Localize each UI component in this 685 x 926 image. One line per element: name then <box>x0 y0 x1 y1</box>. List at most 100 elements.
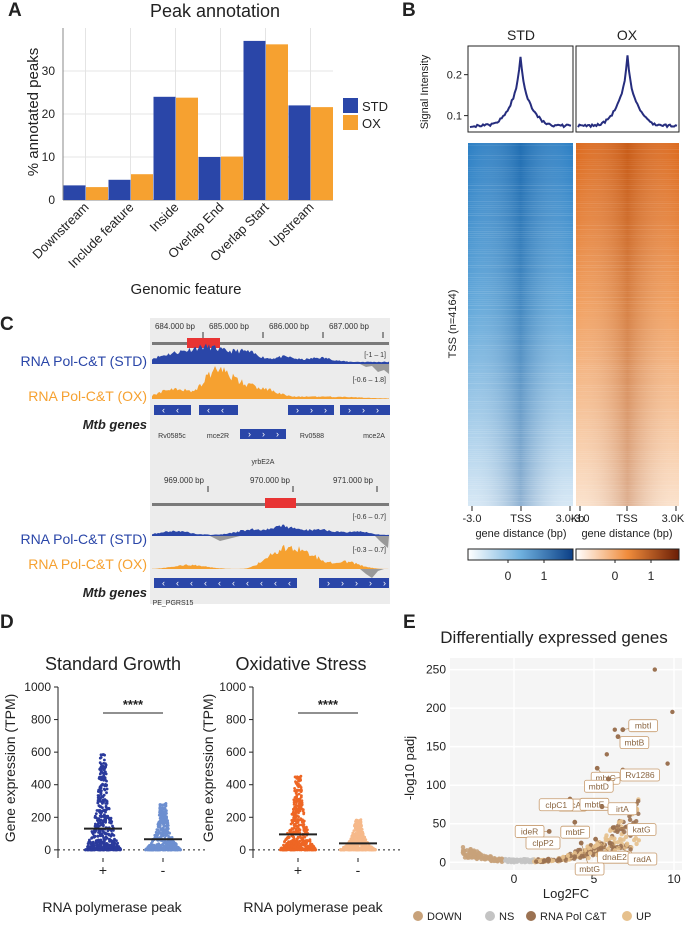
point-d <box>295 829 299 833</box>
heat-std-row <box>468 199 573 200</box>
point-d <box>292 800 296 804</box>
heat-std-row <box>468 305 573 306</box>
profile-ox-line <box>577 55 678 129</box>
region2-coord-0: 969.000 bp <box>164 476 205 485</box>
point-d <box>354 839 358 842</box>
label-box-Rv1286 <box>619 768 660 782</box>
heat-ox-row <box>576 469 679 470</box>
gene-pe-pgrs15-a-arrow: ‹ <box>190 578 193 588</box>
heatmap-ylabel: TSS (n=4164) <box>447 290 459 359</box>
gene-pe-pgrs15-b-arrow: › <box>369 578 372 588</box>
point-d <box>105 787 109 791</box>
region2-gene-models: ‹ ‹ ‹ ‹ ‹ ‹ ‹ ‹ ‹ ‹ › › › › › <box>154 578 389 588</box>
heat-ox-row <box>576 259 679 260</box>
heat-std-row <box>468 463 573 464</box>
heat-ox-row <box>576 357 679 358</box>
heat-ox-row <box>576 305 679 306</box>
gene-pe-pgrs15-b-arrow: › <box>327 578 330 588</box>
bar-a-ox-1 <box>131 174 153 200</box>
point-e <box>515 858 520 864</box>
heat-ox-row <box>576 453 679 454</box>
label-mbtG: mbtG <box>579 864 600 874</box>
region1-track-ox-label: RNA Pol-C&T (OX) <box>28 388 147 404</box>
point-d <box>288 828 292 832</box>
profile-ylabel: Signal Intensity <box>419 54 431 129</box>
heat-ox-row <box>576 493 679 494</box>
heat-ox-row <box>576 319 679 320</box>
heat-ox-row <box>576 337 679 338</box>
heat-std-row <box>468 219 573 220</box>
point-e <box>618 836 623 842</box>
point-d <box>281 848 285 852</box>
heat-std-row <box>468 497 573 498</box>
point-d <box>117 845 121 848</box>
heat-ox-row <box>576 227 679 228</box>
gene-rv0585c-arrow: ‹ <box>176 405 179 415</box>
point-d <box>104 802 108 805</box>
heat-ox-row <box>576 269 679 270</box>
point-d <box>96 840 100 844</box>
point-d <box>292 845 296 849</box>
chart-e-gene-labels: mbtImbtBmbtCmbtDRv1286recAclpC1mbtEirtAi… <box>514 719 660 876</box>
point-d <box>299 805 303 809</box>
heat-std-row <box>468 441 573 442</box>
point-d <box>168 831 172 835</box>
point-d <box>294 803 298 807</box>
heat-ox-row <box>576 437 679 438</box>
region1-track-std-label: RNA Pol-C&T (STD) <box>20 353 147 369</box>
point-d <box>356 828 360 831</box>
heat-ox-row <box>576 421 679 422</box>
heat-std-row <box>468 359 573 360</box>
heat-std-row <box>468 279 573 280</box>
label-mbtE: mbtE <box>584 799 604 809</box>
heat-std-row <box>468 385 573 386</box>
heat-ox-row <box>576 217 679 218</box>
heat-std-row <box>468 467 573 468</box>
point-d <box>164 843 168 846</box>
heat-std-row <box>468 455 573 456</box>
point-d <box>292 841 296 845</box>
point-d <box>89 842 93 846</box>
heat-ox-row <box>576 277 679 278</box>
heat-std-row <box>468 373 573 374</box>
point-d <box>115 839 118 843</box>
point-d <box>158 805 162 809</box>
heat-std-row <box>468 395 573 396</box>
heat-std-row <box>468 201 573 202</box>
label-box-mbtI <box>628 719 659 733</box>
panel-d-chart: Standard Growth Oxidative Stress 0 200 400… <box>2 654 400 915</box>
heat-ox-row <box>576 181 679 182</box>
bar-a-std-2 <box>153 96 176 200</box>
point-d <box>353 836 357 840</box>
region1-highlight <box>187 338 220 348</box>
point-d <box>363 848 367 852</box>
point-d <box>343 846 346 850</box>
point-d <box>293 787 296 790</box>
heat-ox-row <box>576 327 679 328</box>
heat-std-row <box>468 149 573 150</box>
heat-ox-row <box>576 395 679 396</box>
region1-track-std-neg <box>360 364 389 374</box>
heat-std-row <box>468 243 573 244</box>
heat-std-row <box>468 383 573 384</box>
point-e-mbtF <box>572 819 578 825</box>
heat-std-row <box>468 217 573 218</box>
heat-std-row <box>468 221 573 222</box>
heat-ox-row <box>576 307 679 308</box>
point-d <box>301 808 305 812</box>
heat-ox-row <box>576 303 679 304</box>
region1-gene-mce2r: mce2R <box>207 433 229 440</box>
heat-std-row <box>468 263 573 264</box>
heat-ox-row <box>576 445 679 446</box>
heat-ox-row <box>576 335 679 336</box>
point-d <box>283 840 286 843</box>
heat-std-row <box>468 431 573 432</box>
point-d <box>98 756 102 760</box>
point-d <box>163 806 167 810</box>
significance-label: **** <box>318 697 339 712</box>
gene-rv0588-arrow: › <box>324 405 327 415</box>
heat-std-row <box>468 299 573 300</box>
point-d <box>350 837 354 841</box>
label-Rv1286: Rv1286 <box>625 770 655 780</box>
label-box-radA <box>627 852 658 866</box>
